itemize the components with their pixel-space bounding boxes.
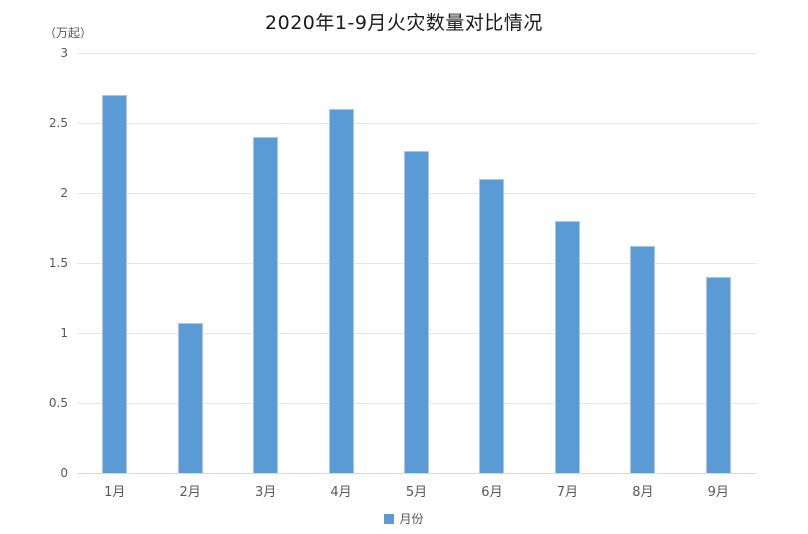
x-axis-tick-label: 4月 (330, 485, 352, 500)
bar-3月 (253, 137, 279, 473)
y-axis-tick-label: 0 (60, 466, 68, 480)
y-axis-tick-label: 1 (60, 326, 68, 340)
bar-4月 (328, 109, 354, 473)
bar-7月 (554, 221, 580, 473)
legend-swatch-icon (384, 513, 395, 524)
x-axis-tick-label: 2月 (179, 485, 201, 500)
chart-title: 2020年1-9月火灾数量对比情况 (265, 12, 543, 34)
legend: 月份 (0, 510, 808, 527)
x-axis-line (77, 473, 756, 474)
bar-6月 (479, 179, 505, 473)
bar-2月 (177, 323, 203, 473)
x-axis-tick-label: 6月 (481, 485, 503, 500)
bar-9月 (705, 277, 731, 473)
gridline (77, 53, 756, 54)
bar-8月 (630, 246, 656, 473)
y-axis-tick-label: 0.5 (48, 396, 68, 410)
x-axis-tick-label: 1月 (104, 485, 126, 500)
x-axis-tick-label: 9月 (707, 485, 729, 500)
x-axis-tick-label: 8月 (632, 485, 654, 500)
x-axis-tick-label: 3月 (254, 485, 277, 500)
y-axis-tick-label: 1.5 (48, 256, 68, 270)
gridline (77, 123, 756, 124)
bar-5月 (404, 151, 429, 473)
x-axis-tick-label: 5月 (405, 485, 428, 500)
y-axis-tick-label: 3 (60, 46, 68, 60)
y-axis-unit-label: （万起） (44, 26, 93, 40)
legend-label: 月份 (399, 512, 424, 526)
y-axis-tick-label: 2.5 (48, 116, 68, 130)
bar-1月 (102, 95, 128, 473)
plot-area (77, 53, 756, 474)
y-axis-tick-label: 2 (60, 186, 68, 200)
x-axis-tick-label: 7月 (556, 485, 579, 500)
